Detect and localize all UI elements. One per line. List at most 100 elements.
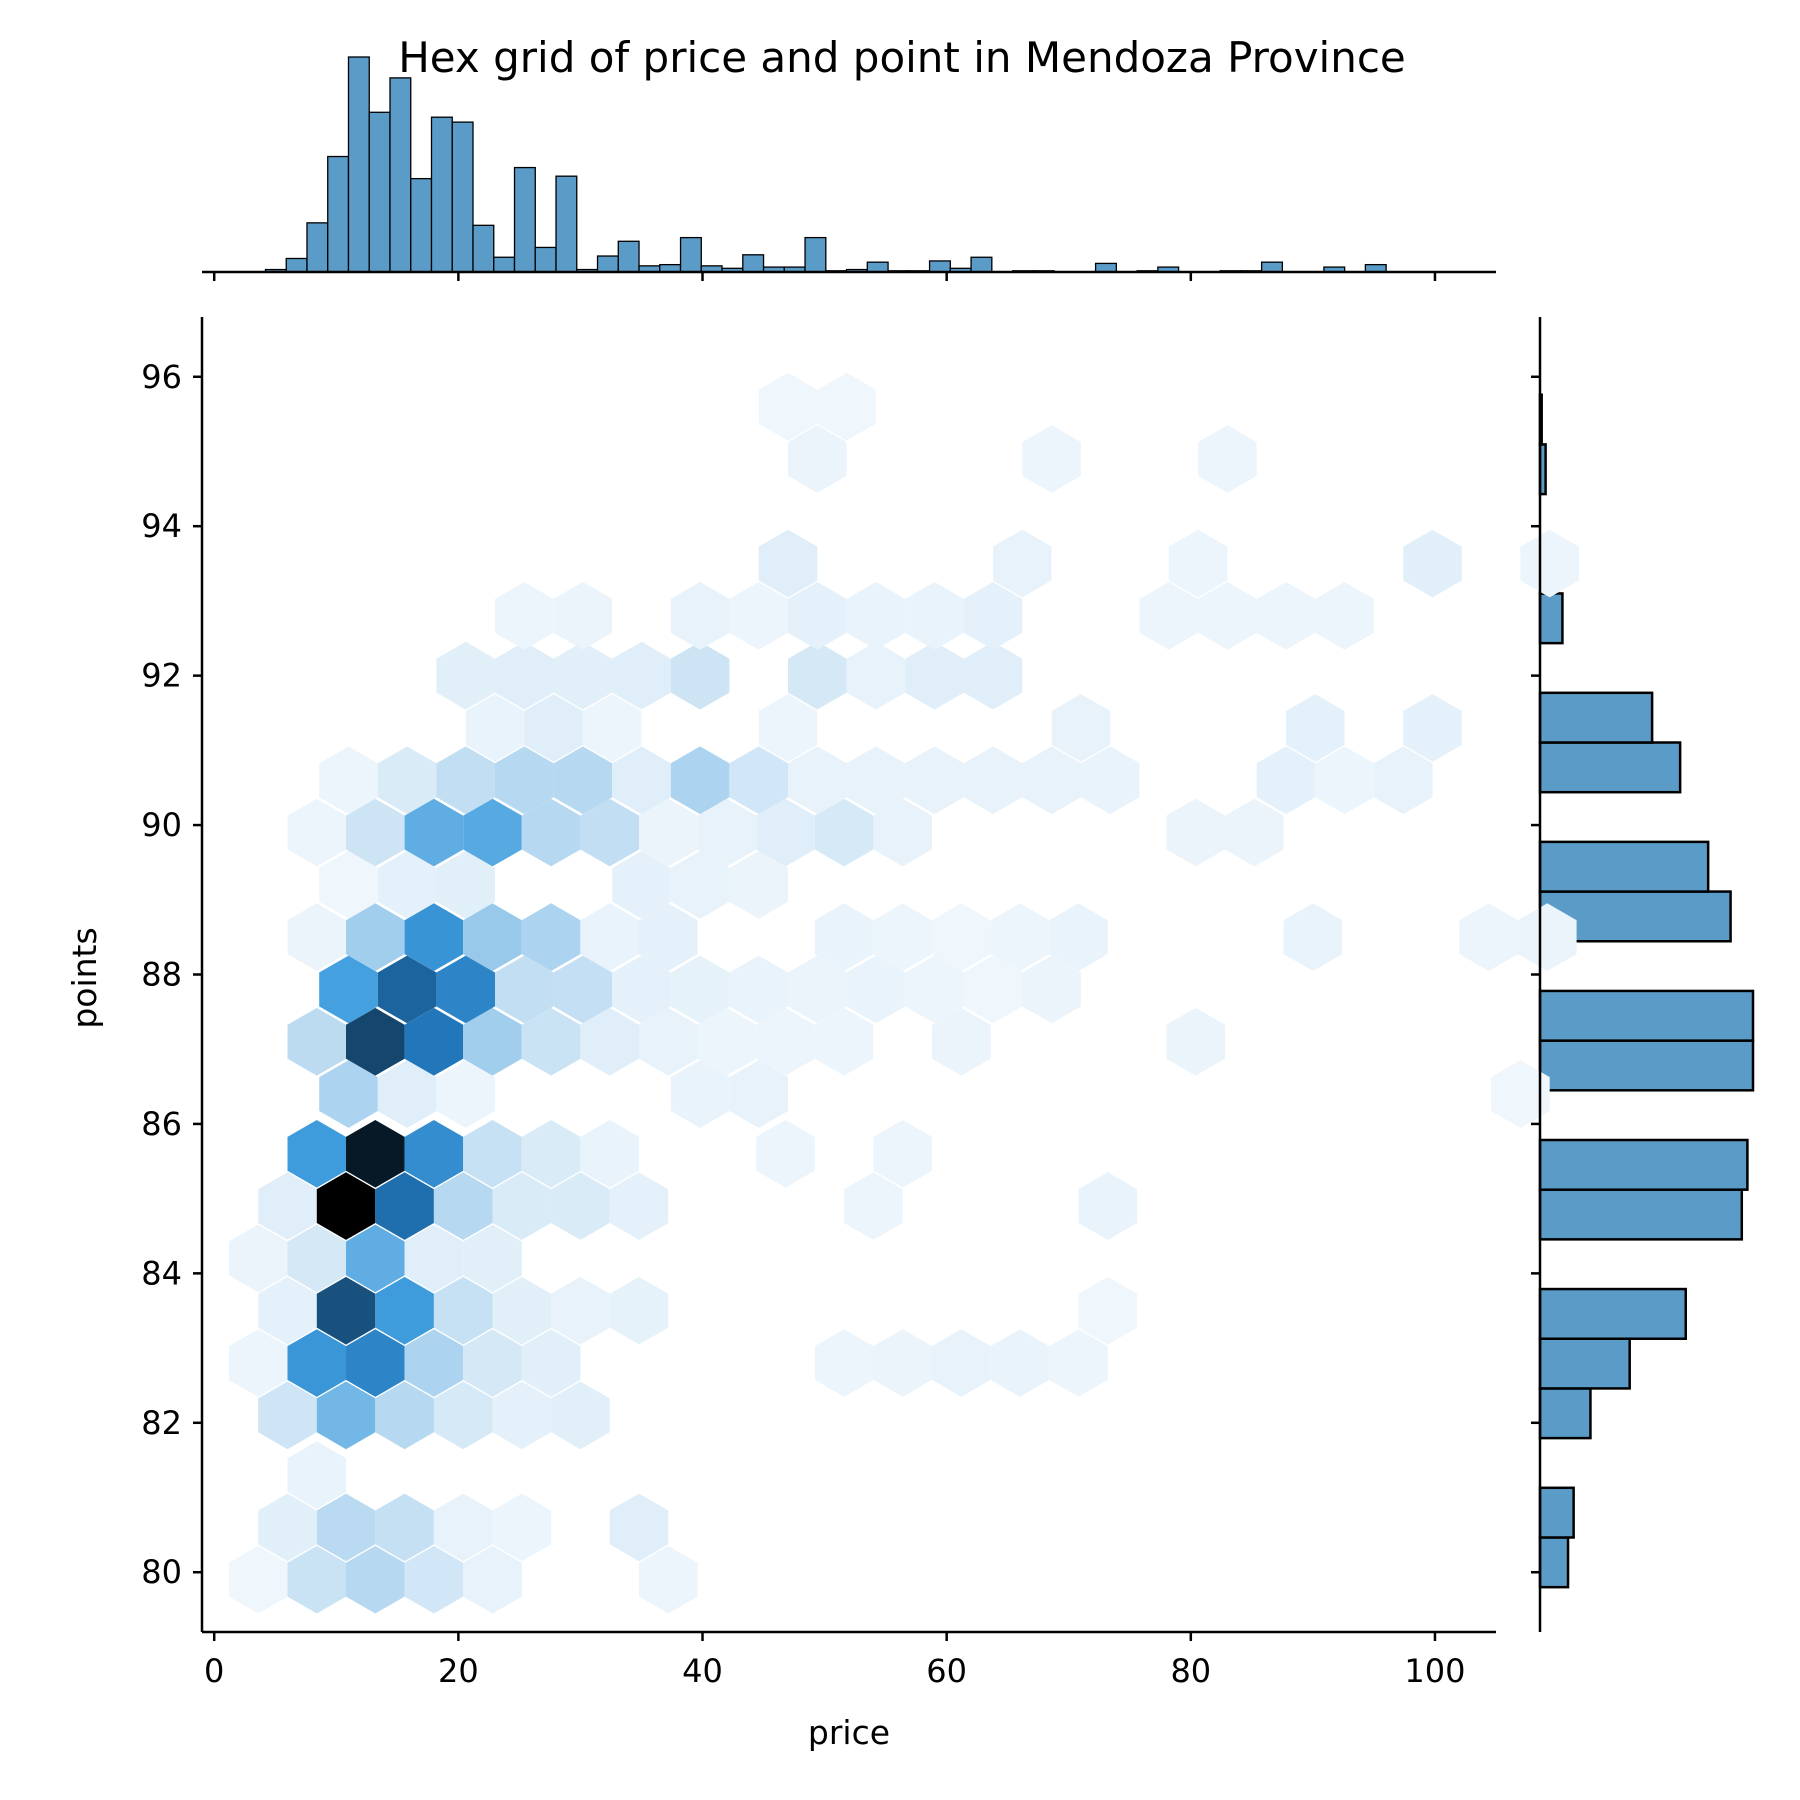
hexbin-plot-area — [228, 372, 1579, 1614]
x-hist-bar — [410, 177, 433, 273]
hexbin-cell — [551, 1381, 610, 1450]
hexbin-cell — [521, 1329, 581, 1397]
hexbin-cell — [495, 955, 554, 1024]
x-hist-bar — [472, 224, 495, 273]
hexbin-cell — [436, 746, 495, 815]
x-hist-bar — [679, 236, 702, 273]
hexbin-cell — [609, 1172, 669, 1240]
hexbin-cell — [905, 641, 964, 710]
hexbin-cell — [495, 641, 554, 710]
hexbin-cell — [582, 694, 642, 762]
hexbin-cell — [287, 1224, 346, 1293]
x-hist-bar — [1094, 262, 1117, 273]
hexbin-cell — [463, 903, 522, 971]
hexbin-cell — [1315, 746, 1374, 815]
hexbin-cell — [228, 1224, 288, 1293]
hexbin-cell — [756, 1120, 815, 1188]
hexbin-cell — [758, 694, 818, 762]
hexbin-cell — [963, 746, 1023, 815]
hexbin-cell — [287, 903, 346, 971]
x-hist-bar — [1260, 261, 1284, 273]
hexbin-cell — [553, 955, 613, 1024]
hexbin-cell — [612, 641, 671, 710]
hexbin-cell — [932, 1007, 991, 1076]
hexbin-cell — [905, 582, 964, 650]
hexbin-cell — [1283, 903, 1343, 971]
y-hist-bar — [1538, 1486, 1575, 1539]
hexbin-cell — [639, 798, 698, 867]
hexbin-cell — [873, 903, 932, 971]
y-hist-bar — [1538, 1188, 1744, 1241]
hexbin-cell — [846, 746, 906, 815]
hexbin-cell — [316, 1493, 376, 1562]
hexbin-cell — [465, 694, 525, 762]
hexbin-cell — [1022, 746, 1081, 815]
y-hist-bar — [1538, 1039, 1755, 1092]
x-hist-bar — [928, 260, 951, 273]
hexbin-cell — [1198, 582, 1257, 650]
chart-title: Hex grid of price and point in Mendoza P… — [398, 33, 1406, 82]
hexbin-cell — [346, 1329, 405, 1397]
y-hist-bar — [1538, 989, 1755, 1042]
hexbin-cell — [1459, 903, 1518, 971]
x-hist-bar — [493, 256, 516, 273]
hexbin-cell — [788, 641, 847, 710]
hexbin-cell — [1403, 529, 1462, 598]
x-hist-bar — [368, 111, 391, 273]
hexbin-cell — [463, 1545, 522, 1614]
hexbin-cell — [404, 1545, 464, 1614]
x-hist-bar — [513, 166, 536, 273]
hexbin-cell — [375, 1172, 434, 1240]
hexbin-cell — [553, 582, 613, 650]
hexbin-cell — [1286, 694, 1345, 762]
hexbin-cell — [404, 1224, 464, 1293]
hexbin-cell — [436, 851, 495, 919]
hexbin-cell — [612, 851, 671, 919]
hexbin-cell — [1078, 1276, 1138, 1345]
hexbin-cell — [258, 1276, 317, 1345]
hexbin-cell — [521, 1120, 581, 1188]
hexbin-cell — [993, 529, 1052, 598]
hexbin-cell — [553, 641, 613, 710]
hexbin-cell — [346, 798, 405, 867]
hexbin-cell — [346, 1007, 405, 1076]
hexbin-cell — [609, 1276, 669, 1345]
x-hist-bar — [617, 240, 640, 273]
hexbin-cell — [287, 1441, 346, 1509]
x-axis-ticks: 0 20 40 60 80 100 — [204, 272, 1466, 1690]
hexbin-cell — [433, 1172, 493, 1240]
hexbin-cell — [463, 1329, 522, 1397]
hexbin-cell — [404, 798, 464, 867]
y-tick-label: 90 — [141, 806, 182, 844]
hexbin-cell — [670, 851, 730, 919]
hexbin-cell — [492, 1172, 552, 1240]
hexbin-cell — [1198, 425, 1257, 493]
hexbin-cell — [729, 1060, 788, 1128]
hexbin-cell — [612, 955, 671, 1024]
hexbin-cell — [1049, 1329, 1108, 1397]
hexbin-cell — [1022, 955, 1081, 1024]
hexbin-cell — [990, 903, 1050, 971]
hexbin-cell — [729, 851, 788, 919]
hexbin-cell — [521, 903, 581, 971]
hexbin-cell — [377, 955, 437, 1024]
x-hist-bar — [534, 246, 557, 273]
x-hist-bar — [347, 56, 370, 273]
y-axis-label: points — [65, 927, 104, 1028]
hexbin-cell — [319, 746, 378, 815]
hexbin-cell — [905, 955, 964, 1024]
hexbin-cell — [1315, 582, 1374, 650]
hexbin-cell — [580, 1120, 639, 1188]
hexbin-cell — [258, 1172, 317, 1240]
hexbin-cell — [287, 1007, 346, 1076]
hexbin-cell — [1051, 694, 1111, 762]
x-axis-label: price — [808, 1713, 890, 1752]
hexbin-cell — [697, 798, 757, 867]
hexbin-cell — [814, 798, 874, 867]
hexbin-cell — [346, 1545, 405, 1614]
y-tick-label: 96 — [141, 358, 182, 396]
hexbin-cell — [1166, 1007, 1225, 1076]
hexbin-cell — [1256, 582, 1316, 650]
hexbin-cell — [1491, 1060, 1550, 1128]
hexbin-cell — [817, 372, 876, 441]
